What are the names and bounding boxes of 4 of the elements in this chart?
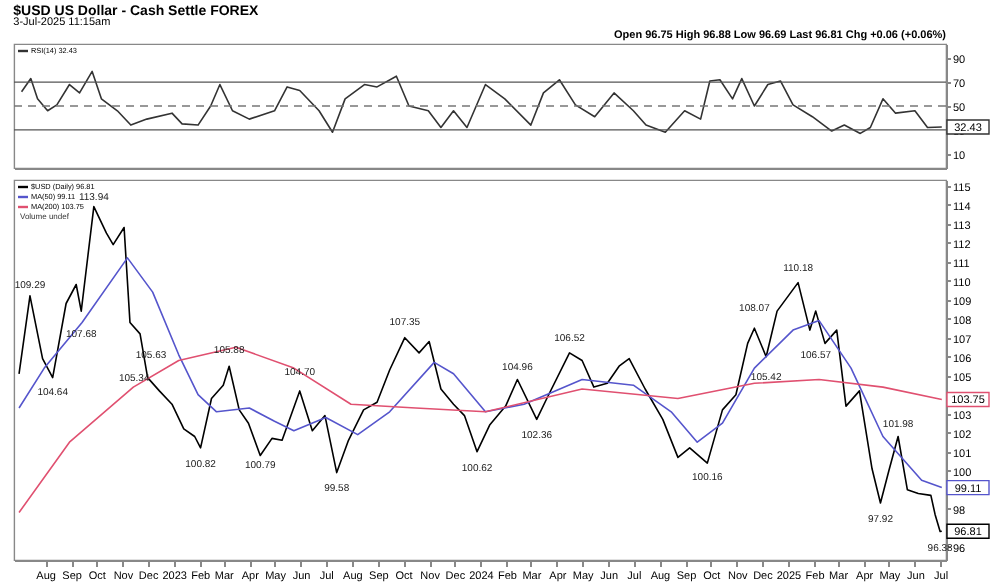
line-series (18, 346, 943, 514)
line-series (18, 205, 943, 533)
line-series (18, 257, 943, 489)
line-series (20, 70, 943, 135)
